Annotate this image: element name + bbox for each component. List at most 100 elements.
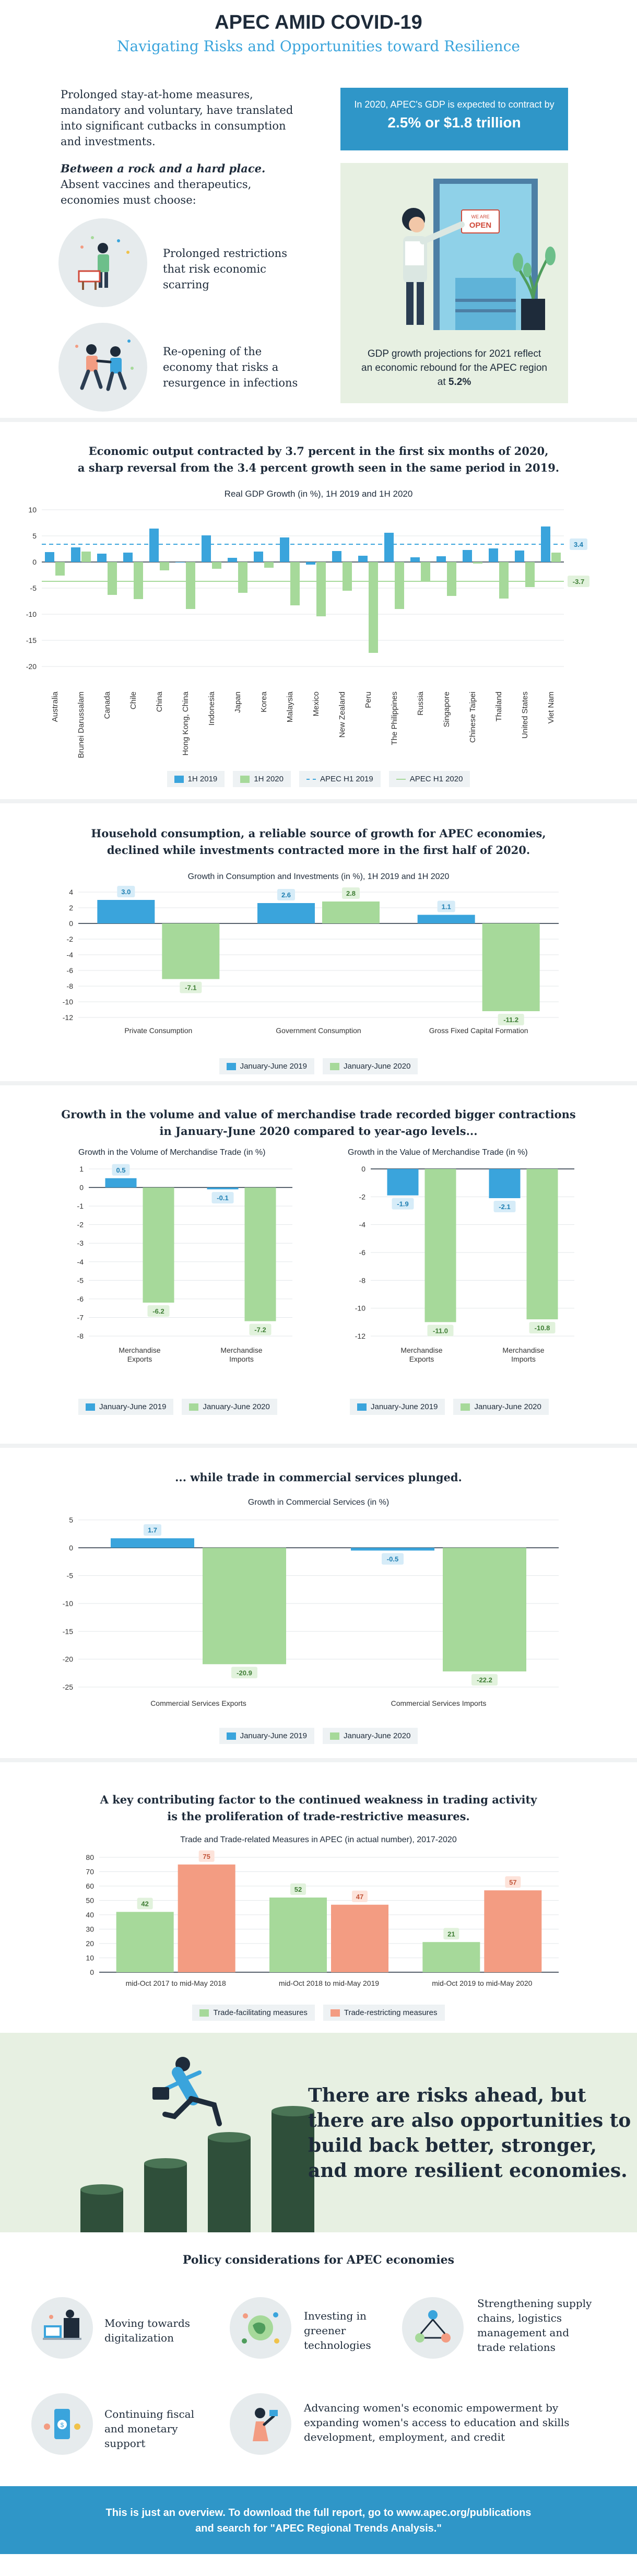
bar: [489, 1169, 521, 1198]
trade-heading-line1: Growth in the volume and value of mercha…: [61, 1108, 576, 1121]
data-label: 2.8: [346, 889, 356, 897]
data-label: 3.0: [121, 888, 131, 896]
data-label-bg: [342, 887, 360, 899]
x-category-label: Japan: [233, 692, 242, 713]
bar: [387, 1169, 419, 1196]
services-legend: January-June 2019 January-June 2020: [0, 1728, 637, 1744]
bar: [343, 562, 352, 591]
bar: [81, 552, 91, 562]
reopening-icon: [58, 323, 147, 412]
bar: [280, 537, 289, 562]
x-category-label: Merchandise: [220, 1346, 262, 1354]
bar: [499, 562, 509, 599]
data-label: 21: [447, 1930, 455, 1938]
bar: [515, 551, 524, 562]
data-label: -2.1: [499, 1203, 510, 1211]
bar: [160, 562, 169, 570]
data-label-bg: [231, 1667, 257, 1679]
bar: [71, 547, 80, 562]
legend-label: Trade-restricting measures: [344, 2008, 438, 2017]
bar: [463, 550, 472, 562]
x-category-label: Brunei Darussalam: [77, 692, 86, 758]
legend-item: January-June 2019: [78, 1399, 174, 1415]
legend-label: Trade-facilitating measures: [213, 2008, 308, 2017]
legend-item: 1H 2019: [167, 771, 225, 787]
policy-item-fiscal: Continuing fiscal and monetary support: [104, 2408, 194, 2450]
bar: [447, 562, 456, 596]
consumption-chart-title: Growth in Consumption and Investments (i…: [187, 872, 450, 881]
y-tick-label: 50: [86, 1896, 94, 1905]
x-category-label: Private Consumption: [124, 1026, 192, 1035]
y-tick-label: -6: [67, 966, 74, 975]
x-category-label: Exports: [409, 1355, 434, 1363]
y-tick-label: 80: [86, 1853, 94, 1861]
y-tick-label: 10: [28, 506, 37, 514]
bar: [443, 1548, 526, 1672]
y-tick-label: 1: [79, 1165, 84, 1173]
page-title: APEC AMID COVID-19: [215, 11, 422, 33]
policy-item-women: Advancing women's economic empowerment b…: [304, 2402, 570, 2443]
measures-section: A key contributing factor to the continu…: [0, 1762, 637, 2033]
data-label: -20.9: [237, 1669, 252, 1677]
data-label: 75: [203, 1853, 210, 1860]
restrictions-icon: [58, 218, 147, 307]
y-tick-label: -10: [355, 1304, 365, 1313]
x-category-label: Chinese Taipei: [468, 692, 477, 743]
data-label-bg: [211, 1192, 234, 1204]
risks-line1: There are risks ahead, but: [308, 2085, 586, 2106]
data-label: -7.1: [185, 984, 196, 992]
y-tick-label: -10: [26, 610, 37, 618]
x-category-label: Hong Kong, China: [181, 691, 190, 755]
consumption-heading-line2: declined while investments contracted mo…: [107, 844, 530, 857]
y-tick-label: 0: [361, 1165, 365, 1173]
x-category-label: Canada: [103, 691, 112, 719]
bar: [257, 903, 315, 923]
y-tick-label: 0: [69, 1543, 73, 1552]
consumption-heading-line1: Household consumption, a reliable source…: [91, 827, 546, 840]
services-chart-title: Growth in Commercial Services (in %): [247, 1498, 390, 1507]
y-tick-label: -7: [77, 1313, 84, 1321]
y-tick-label: 2: [69, 904, 73, 912]
footer: This is just an overview. To download th…: [0, 2486, 637, 2554]
x-category-label: mid-Oct 2018 to mid-May 2019: [279, 1979, 379, 1987]
x-category-label: Chile: [129, 692, 138, 709]
trade-section: Growth in the volume and value of mercha…: [0, 1085, 637, 1448]
data-label-bg: [505, 1876, 521, 1888]
trade-value-title: Growth in the Value of Merchandise Trade…: [348, 1148, 528, 1157]
bar: [437, 556, 446, 562]
intro-choice-text: Absent vaccines and therapeutics, econom…: [61, 178, 252, 206]
risks-line4: and more resilient economies.: [308, 2160, 628, 2182]
intro-choice-paragraph: Between a rock and a hard place. Absent …: [61, 161, 306, 208]
bar: [108, 562, 117, 595]
legend-swatch: [199, 2009, 209, 2017]
data-label: -0.1: [217, 1194, 228, 1202]
bar: [45, 552, 54, 562]
y-tick-label: 40: [86, 1911, 94, 1919]
data-label: 1.7: [148, 1526, 157, 1534]
x-category-label: Exports: [127, 1355, 152, 1363]
bar: [421, 562, 430, 581]
data-label: 57: [509, 1878, 516, 1886]
x-category-label: Peru: [364, 692, 373, 708]
footer-line2: and search for "APEC Regional Trends Ana…: [195, 2523, 442, 2534]
x-category-label: Imports: [229, 1355, 254, 1363]
bar: [178, 1864, 235, 1972]
services-chart: 5 0 -5 -10 -15 -20 -25 1.7 -20.9 Commercial Servi…: [63, 1516, 559, 1707]
bar: [384, 533, 394, 562]
services-section: ... while trade in commercial services p…: [0, 1448, 637, 1762]
gdp-contraction-line1: In 2020, APEC's GDP is expected to contr…: [354, 99, 555, 110]
bar: [395, 562, 404, 609]
measures-chart-title: Trade and Trade-related Measures in APEC…: [180, 1835, 457, 1844]
legend-label: January-June 2020: [344, 1731, 411, 1740]
trade-volume-chart: 10-1-2-3-4-5-6-7-80.5-6.2MerchandiseExpo…: [77, 1164, 292, 1363]
bar: [322, 901, 380, 923]
y-tick-label: 5: [69, 1516, 73, 1524]
y-tick-label: -5: [30, 584, 37, 592]
data-label: -3.7: [573, 578, 584, 586]
bar: [306, 562, 315, 565]
data-label: 47: [356, 1893, 363, 1901]
legend-swatch: [226, 1732, 236, 1740]
data-label-bg: [198, 1850, 215, 1862]
data-label-bg: [568, 576, 589, 587]
data-label: -6.2: [152, 1307, 164, 1315]
